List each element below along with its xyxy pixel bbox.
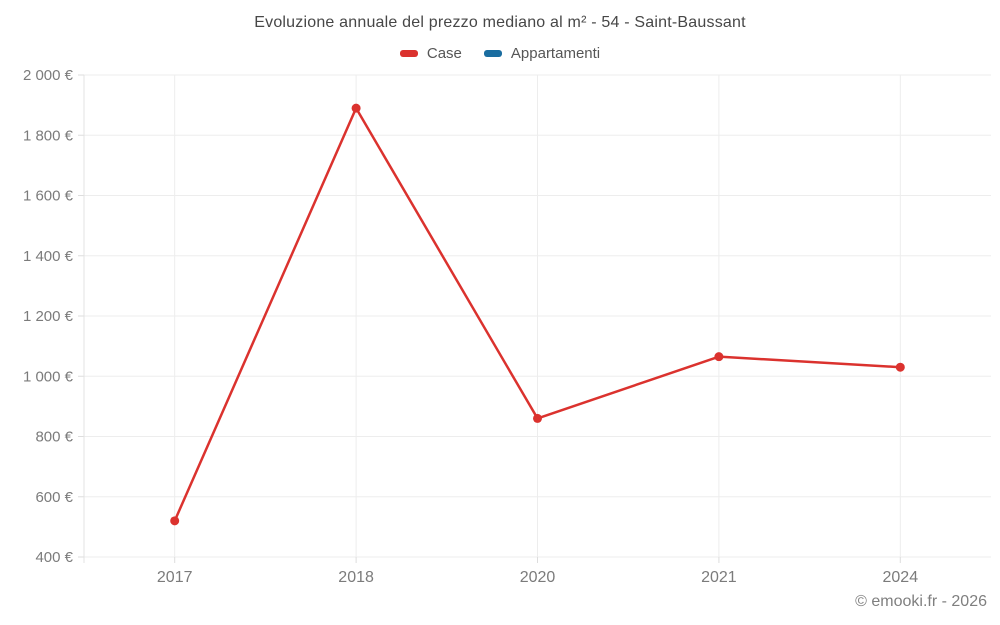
svg-text:1 200 €: 1 200 €: [23, 308, 74, 325]
svg-text:2 000 €: 2 000 €: [23, 67, 74, 84]
svg-text:600 €: 600 €: [35, 489, 73, 506]
legend-item-case[interactable]: Case: [399, 45, 462, 62]
chart-legend: Case Appartamenti: [0, 45, 1000, 62]
svg-text:2017: 2017: [157, 569, 193, 586]
legend-swatch-appartamenti-icon: [483, 50, 502, 57]
svg-text:2021: 2021: [701, 569, 737, 586]
legend-item-appartamenti[interactable]: Appartamenti: [483, 45, 601, 62]
chart-title: Evoluzione annuale del prezzo mediano al…: [254, 14, 746, 31]
legend-label-case: Case: [426, 45, 462, 62]
svg-text:800 €: 800 €: [35, 429, 73, 446]
svg-text:1 600 €: 1 600 €: [23, 188, 74, 205]
copyright: © emooki.fr - 2026: [855, 593, 987, 610]
legend-swatch-case-icon: [399, 50, 418, 57]
svg-text:1 000 €: 1 000 €: [23, 368, 74, 385]
legend-label-appartamenti: Appartamenti: [510, 45, 601, 62]
svg-text:1 800 €: 1 800 €: [23, 127, 74, 144]
svg-text:2018: 2018: [338, 569, 374, 586]
svg-text:2024: 2024: [883, 569, 919, 586]
svg-text:400 €: 400 €: [35, 549, 73, 566]
svg-text:1 400 €: 1 400 €: [23, 248, 74, 265]
svg-text:2020: 2020: [520, 569, 556, 586]
